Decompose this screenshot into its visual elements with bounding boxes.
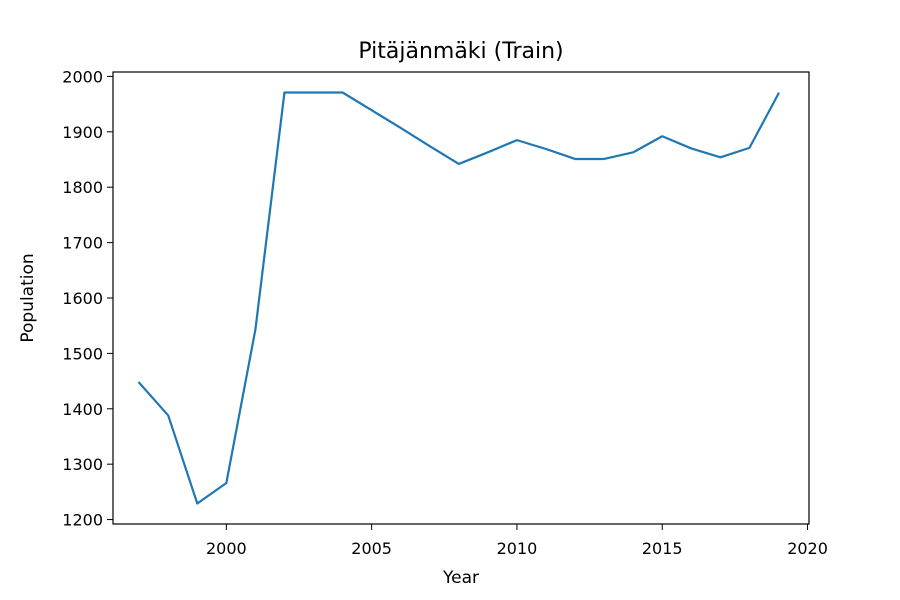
y-tick-label: 1200	[62, 511, 103, 530]
chart-title: Pitäjänmäki (Train)	[358, 39, 563, 64]
x-axis-label: Year	[442, 568, 479, 588]
x-tick-label: 2000	[206, 539, 247, 558]
x-tick-label: 2005	[351, 539, 392, 558]
y-axis-label: Population	[18, 253, 38, 342]
y-tick-label: 1300	[62, 455, 103, 474]
x-axis: 2000 2005 2010 2015 2020	[206, 524, 828, 558]
y-axis: 1200 1300 1400 1500 1600 1700 1800 1900 2000	[62, 67, 113, 530]
x-tick-label: 2015	[642, 539, 683, 558]
y-tick-label: 1600	[62, 289, 103, 308]
x-tick-label: 2010	[497, 539, 538, 558]
y-tick-label: 1500	[62, 344, 103, 363]
y-tick-label: 1800	[62, 178, 103, 197]
y-tick-label: 1400	[62, 400, 103, 419]
x-tick-label: 2020	[787, 539, 828, 558]
y-tick-label: 2000	[62, 67, 103, 86]
population-series-line	[137, 91, 780, 505]
series-layer	[137, 91, 780, 505]
y-tick-label: 1900	[62, 123, 103, 142]
y-tick-label: 1700	[62, 234, 103, 253]
